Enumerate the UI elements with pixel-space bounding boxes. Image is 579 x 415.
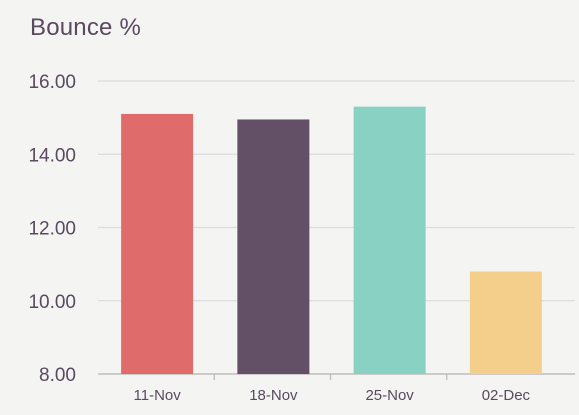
y-tick-label: 14.00: [28, 145, 76, 166]
x-tick-label: 18-Nov: [249, 387, 298, 404]
y-tick-label: 8.00: [39, 365, 76, 386]
bar: [121, 113, 194, 375]
bar: [353, 106, 426, 374]
y-tick-label: 12.00: [28, 219, 76, 240]
x-tick-label: 02-Dec: [482, 387, 531, 404]
y-tick-label: 16.00: [28, 72, 76, 93]
x-tick-label: 25-Nov: [365, 387, 414, 404]
x-tick-label: 11-Nov: [134, 387, 182, 404]
chart-title: Bounce %: [30, 14, 142, 41]
bar: [469, 271, 542, 374]
y-tick-label: 10.00: [28, 292, 76, 313]
bar: [237, 119, 310, 374]
